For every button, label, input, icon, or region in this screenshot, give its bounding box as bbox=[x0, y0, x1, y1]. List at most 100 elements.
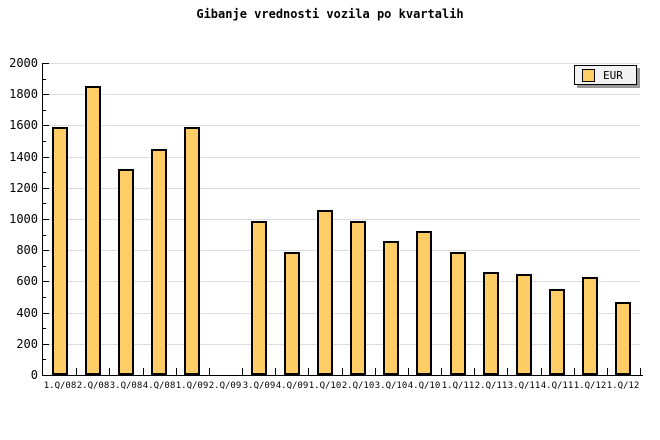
y-tick-label: 1400 bbox=[9, 150, 38, 164]
x-tick-label: 1.Q/08 bbox=[43, 381, 77, 391]
gridline bbox=[43, 281, 640, 282]
x-tick bbox=[541, 368, 542, 375]
y-tick-label: 1600 bbox=[9, 118, 38, 132]
y-tick-label: 1800 bbox=[9, 87, 38, 101]
bar bbox=[383, 241, 399, 375]
x-tick-label: 2.Q/08 bbox=[76, 381, 110, 391]
y-tick-label: 400 bbox=[16, 306, 38, 320]
y-minor-tick bbox=[43, 203, 46, 204]
y-minor-tick bbox=[43, 141, 46, 142]
x-tick bbox=[574, 368, 575, 375]
chart-title: Gibanje vrednosti vozila po kvartalih bbox=[196, 7, 464, 21]
y-minor-tick bbox=[43, 172, 46, 173]
x-tick-label: 1.Q/12 bbox=[606, 381, 640, 391]
x-tick bbox=[176, 368, 177, 375]
gridline bbox=[43, 219, 640, 220]
x-tick bbox=[342, 368, 343, 375]
x-tick-label: 2.Q/10 bbox=[341, 381, 375, 391]
x-tick bbox=[441, 368, 442, 375]
y-major-tick bbox=[43, 125, 49, 126]
x-tick bbox=[607, 368, 608, 375]
x-tick-label: 4.Q/10 bbox=[407, 381, 441, 391]
x-tick-label: 1.Q/11 bbox=[441, 381, 475, 391]
x-tick-label: 3.Q/11 bbox=[507, 381, 541, 391]
y-minor-tick bbox=[43, 359, 46, 360]
bar bbox=[85, 86, 101, 375]
y-major-tick bbox=[43, 344, 49, 345]
legend-swatch-eur bbox=[582, 68, 595, 82]
bar bbox=[184, 127, 200, 375]
bar bbox=[284, 252, 300, 375]
x-tick bbox=[143, 368, 144, 375]
y-minor-tick bbox=[43, 328, 46, 329]
gridline bbox=[43, 94, 640, 95]
y-tick-label: 1000 bbox=[9, 212, 38, 226]
y-minor-tick bbox=[43, 266, 46, 267]
y-major-tick bbox=[43, 94, 49, 95]
y-minor-tick bbox=[43, 235, 46, 236]
x-axis bbox=[42, 375, 643, 376]
x-tick-label: 4.Q/08 bbox=[142, 381, 176, 391]
y-tick-label: 2000 bbox=[9, 56, 38, 70]
x-tick-label: 1.Q/10 bbox=[308, 381, 342, 391]
gridline bbox=[43, 188, 640, 189]
bar bbox=[615, 302, 631, 375]
x-tick bbox=[507, 368, 508, 375]
bar bbox=[582, 277, 598, 375]
y-major-tick bbox=[43, 250, 49, 251]
y-major-tick bbox=[43, 157, 49, 158]
y-axis bbox=[42, 63, 43, 376]
bar bbox=[52, 127, 68, 375]
bar bbox=[317, 210, 333, 375]
bar bbox=[549, 289, 565, 375]
y-major-tick bbox=[43, 375, 49, 376]
x-tick-label: 1.Q/12 bbox=[573, 381, 607, 391]
x-tick-label: 4.Q/09 bbox=[275, 381, 309, 391]
bar bbox=[450, 252, 466, 375]
x-tick bbox=[308, 368, 309, 375]
x-tick-label: 3.Q/09 bbox=[242, 381, 276, 391]
x-tick bbox=[474, 368, 475, 375]
y-tick-label: 0 bbox=[30, 368, 38, 382]
x-tick bbox=[109, 368, 110, 375]
x-tick-label: 3.Q/08 bbox=[109, 381, 143, 391]
gridline bbox=[43, 344, 640, 345]
y-minor-tick bbox=[43, 79, 46, 80]
y-tick-label: 1200 bbox=[9, 181, 38, 195]
y-tick-label: 800 bbox=[16, 243, 38, 257]
gridline bbox=[43, 125, 640, 126]
x-tick-label: 1.Q/09 bbox=[175, 381, 209, 391]
x-tick-label: 2.Q/09 bbox=[208, 381, 242, 391]
x-tick bbox=[640, 368, 641, 375]
gridline bbox=[43, 313, 640, 314]
gridline bbox=[43, 250, 640, 251]
bar bbox=[483, 272, 499, 375]
bar bbox=[350, 221, 366, 375]
legend: EUR bbox=[574, 65, 637, 85]
x-tick bbox=[375, 368, 376, 375]
y-major-tick bbox=[43, 219, 49, 220]
x-tick-label: 2.Q/11 bbox=[474, 381, 508, 391]
bar bbox=[151, 149, 167, 375]
y-major-tick bbox=[43, 63, 49, 64]
bar bbox=[118, 169, 134, 375]
gridline bbox=[43, 63, 640, 64]
x-tick-label: 4.Q/11 bbox=[540, 381, 574, 391]
x-tick bbox=[275, 368, 276, 375]
x-tick bbox=[76, 368, 77, 375]
x-tick-label: 3.Q/10 bbox=[374, 381, 408, 391]
y-major-tick bbox=[43, 188, 49, 189]
bar bbox=[416, 231, 432, 375]
legend-label: EUR bbox=[603, 68, 623, 82]
bar bbox=[251, 221, 267, 375]
x-tick bbox=[242, 368, 243, 375]
y-major-tick bbox=[43, 281, 49, 282]
bar bbox=[516, 274, 532, 375]
y-tick-label: 600 bbox=[16, 274, 38, 288]
gridline bbox=[43, 157, 640, 158]
x-tick bbox=[209, 368, 210, 375]
x-tick bbox=[408, 368, 409, 375]
y-tick-label: 200 bbox=[16, 337, 38, 351]
